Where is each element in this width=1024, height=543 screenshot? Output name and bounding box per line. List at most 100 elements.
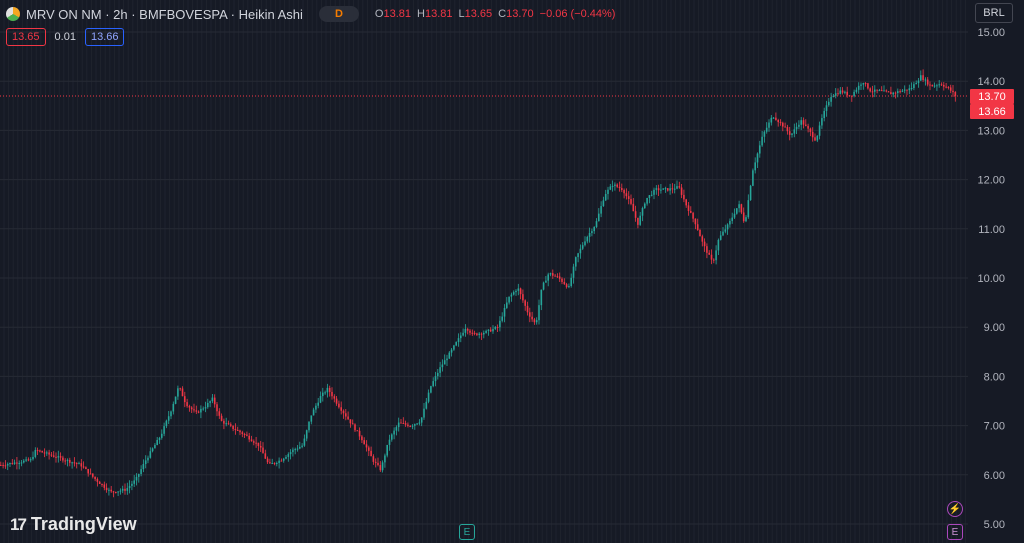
candle-body xyxy=(694,218,697,225)
candle-body xyxy=(241,432,244,435)
candle-body xyxy=(680,187,683,195)
candle-body xyxy=(351,423,354,425)
candle-body xyxy=(561,278,563,282)
candle-body xyxy=(299,446,301,449)
close-value: 13.70 xyxy=(506,8,534,20)
delayed-data-badge[interactable]: D xyxy=(318,6,359,22)
currency-button[interactable]: BRL xyxy=(975,3,1013,23)
candle-body xyxy=(747,200,750,218)
candle-body xyxy=(315,405,317,410)
candle-body xyxy=(860,84,862,86)
candle-body xyxy=(98,481,101,484)
buy-price-button[interactable]: 13.66 xyxy=(84,28,125,46)
candle-body xyxy=(602,200,605,207)
candle-body xyxy=(952,90,954,93)
candle-body xyxy=(184,396,186,403)
candle-body xyxy=(545,280,547,283)
candle-body xyxy=(933,85,936,87)
candle-body xyxy=(584,241,586,246)
candle-body xyxy=(899,91,901,93)
quote-row: 13.65 0.01 13.66 xyxy=(6,28,125,46)
candle-body xyxy=(213,397,216,405)
symbol-title[interactable]: MRV ON NM · 2h · BMFBOVESPA · Heikin Ash… xyxy=(26,6,303,22)
candle-body xyxy=(236,429,239,431)
candle-body xyxy=(922,75,924,80)
candle-body xyxy=(696,224,699,230)
candle-body xyxy=(335,398,338,404)
candle-body xyxy=(910,88,913,90)
candle-body xyxy=(538,305,540,321)
candle-body xyxy=(483,332,485,335)
candle-body xyxy=(186,402,188,407)
candle-body xyxy=(726,224,729,230)
watermark-text: TradingView xyxy=(30,514,137,534)
candle-body xyxy=(142,464,145,470)
dividend-event-icon[interactable]: E xyxy=(947,524,963,540)
candle-body xyxy=(78,463,80,465)
earnings-event-icon[interactable]: E xyxy=(459,524,475,540)
candle-body xyxy=(920,75,922,81)
candle-body xyxy=(416,423,418,425)
candle-body xyxy=(4,465,7,467)
candle-body xyxy=(269,462,271,464)
candle-body xyxy=(9,462,11,465)
candle-body xyxy=(317,402,319,406)
candle-body xyxy=(740,204,743,213)
close-label: C xyxy=(498,8,507,20)
candle-body xyxy=(294,449,296,451)
candle-body xyxy=(250,439,253,442)
candle-body xyxy=(763,131,766,137)
candle-body xyxy=(604,193,607,201)
candle-body xyxy=(140,469,142,474)
price-axis[interactable]: 5.00 6.00 7.00 8.00 9.00 10.00 11.00 12.00 13.00… xyxy=(977,27,1005,531)
candle-body xyxy=(540,289,543,306)
last-price-tag xyxy=(970,88,1014,104)
candle-body xyxy=(190,407,193,410)
sell-price-button[interactable]: 13.65 xyxy=(6,28,46,46)
candle-body xyxy=(20,462,23,464)
candle-body xyxy=(775,117,777,121)
candle-body xyxy=(655,188,658,190)
candle-body xyxy=(278,460,280,463)
candle-body xyxy=(765,127,768,132)
candle-body xyxy=(710,254,713,260)
candle-body xyxy=(264,453,267,459)
candle-body xyxy=(650,194,653,196)
y-tick-label: 15.00 xyxy=(977,27,1005,39)
candle-body xyxy=(25,459,27,461)
candle-body xyxy=(811,131,814,138)
candle-body xyxy=(395,427,398,431)
candle-body xyxy=(719,235,722,240)
candle-body xyxy=(600,206,602,214)
candle-body xyxy=(154,445,156,449)
candle-body xyxy=(489,329,492,332)
candle-body xyxy=(616,184,618,187)
candle-body xyxy=(731,217,733,221)
candle-body xyxy=(71,462,73,464)
y-tick-label: 12.00 xyxy=(977,175,1005,187)
candle-body xyxy=(880,90,883,92)
candle-body xyxy=(425,401,428,409)
candle-body xyxy=(745,217,747,222)
candle-body xyxy=(446,358,448,361)
tradingview-watermark[interactable]: 17 TradingView xyxy=(10,514,137,535)
candle-body xyxy=(133,480,135,484)
candle-body xyxy=(149,451,152,458)
candle-body xyxy=(715,250,717,261)
candle-body xyxy=(945,86,947,88)
candle-body xyxy=(722,231,724,236)
candle-body xyxy=(738,204,740,209)
bid-price-tag-text: 13.66 xyxy=(978,106,1006,118)
candle-body xyxy=(181,388,184,397)
candle-body xyxy=(742,212,745,222)
candle-body xyxy=(867,83,869,89)
candle-body xyxy=(372,456,375,462)
candle-body xyxy=(772,117,775,119)
candle-body xyxy=(276,462,278,464)
candle-body xyxy=(73,462,76,464)
y-tick-label: 10.00 xyxy=(977,273,1005,285)
candle-body xyxy=(473,332,476,334)
candle-body xyxy=(117,491,119,493)
lightning-event-icon[interactable]: ⚡ xyxy=(947,501,963,517)
